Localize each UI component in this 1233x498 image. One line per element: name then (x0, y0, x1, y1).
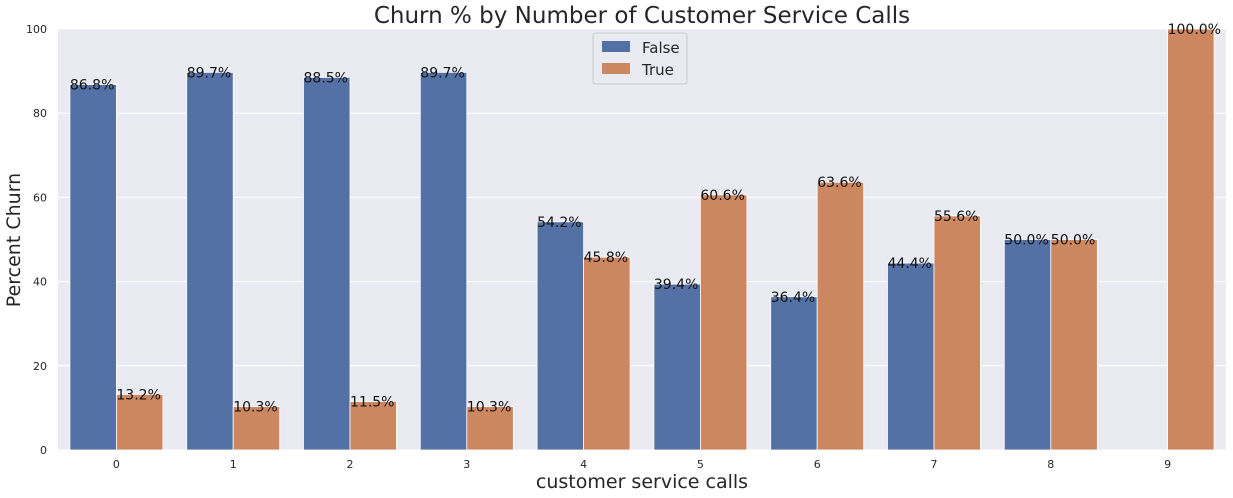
legend-swatch-true (602, 63, 630, 74)
data-label-true-5: 60.6% (700, 188, 744, 204)
data-label-false-7: 44.4% (888, 256, 932, 272)
bar-true-8 (1050, 239, 1098, 451)
data-label-false-5: 39.4% (654, 277, 698, 293)
y-tick-label-0: 0 (40, 444, 47, 457)
bar-false-0 (69, 84, 117, 451)
bar-true-1 (232, 406, 281, 451)
x-tick-label-2: 2 (347, 458, 354, 471)
y-tick-label-60: 60 (33, 191, 47, 204)
data-label-false-8: 50.0% (1004, 233, 1048, 249)
y-tick-label-100: 100 (26, 23, 47, 36)
data-label-true-9: 100.0% (1168, 22, 1221, 38)
x-axis-title: customer service calls (536, 471, 748, 493)
x-tick-label-3: 3 (463, 458, 470, 471)
chart-title: Churn % by Number of Customer Service Ca… (374, 3, 910, 29)
bar-false-1 (186, 71, 234, 451)
x-tick-label-7: 7 (931, 458, 938, 471)
data-label-true-1: 10.3% (233, 400, 277, 416)
bar-true-9 (1167, 28, 1215, 451)
data-label-false-0: 86.8% (70, 78, 114, 94)
x-tick-label-6: 6 (814, 458, 821, 471)
data-label-true-2: 11.5% (350, 395, 394, 411)
x-tick-label-0: 0 (113, 458, 120, 471)
x-tick-label-1: 1 (230, 458, 237, 471)
x-axis-ticks: 0 1 2 3 4 5 6 7 8 9 (113, 458, 1171, 471)
bar-false-2 (303, 77, 351, 451)
bar-false-5 (653, 283, 701, 451)
data-label-false-2: 88.5% (304, 70, 348, 86)
x-tick-label-5: 5 (697, 458, 704, 471)
bar-false-6 (770, 296, 818, 451)
bar-true-2 (349, 401, 397, 451)
data-label-true-4: 45.8% (584, 250, 628, 266)
bar-false-4 (536, 221, 584, 451)
y-axis-title: Percent Churn (3, 173, 25, 307)
bar-true-7 (933, 215, 981, 451)
legend-swatch-false (602, 41, 630, 52)
y-axis-ticks: 0 20 40 60 80 100 (26, 23, 47, 457)
legend-label-false: False (642, 39, 680, 57)
legend: False True (592, 32, 688, 85)
bar-false-7 (887, 262, 935, 451)
data-label-true-8: 50.0% (1051, 233, 1095, 249)
bars (69, 28, 1215, 451)
bar-false-8 (1003, 239, 1052, 451)
bar-true-3 (466, 406, 514, 451)
bar-true-0 (116, 394, 164, 451)
legend-label-true: True (641, 61, 674, 79)
bar-false-3 (419, 71, 468, 451)
data-label-true-3: 10.3% (467, 400, 511, 416)
data-label-true-0: 13.2% (116, 387, 160, 403)
x-tick-label-8: 8 (1047, 458, 1054, 471)
data-label-true-6: 63.6% (817, 175, 861, 191)
y-tick-label-80: 80 (33, 107, 47, 120)
data-labels: 86.8% 89.7% 88.5% 89.7% 54.2% 39.4% 36.4% 44.4%… (70, 22, 1221, 416)
y-tick-label-40: 40 (33, 276, 47, 289)
data-label-false-1: 89.7% (187, 65, 231, 81)
y-tick-label-20: 20 (33, 360, 47, 373)
bar-true-5 (700, 194, 748, 451)
x-tick-label-4: 4 (580, 458, 587, 471)
data-label-false-4: 54.2% (537, 215, 581, 231)
x-tick-label-9: 9 (1164, 458, 1171, 471)
bar-true-4 (583, 256, 631, 451)
data-label-false-6: 36.4% (771, 290, 815, 306)
bar-true-6 (816, 181, 865, 451)
data-label-false-3: 89.7% (420, 65, 464, 81)
data-label-true-7: 55.6% (934, 209, 978, 225)
